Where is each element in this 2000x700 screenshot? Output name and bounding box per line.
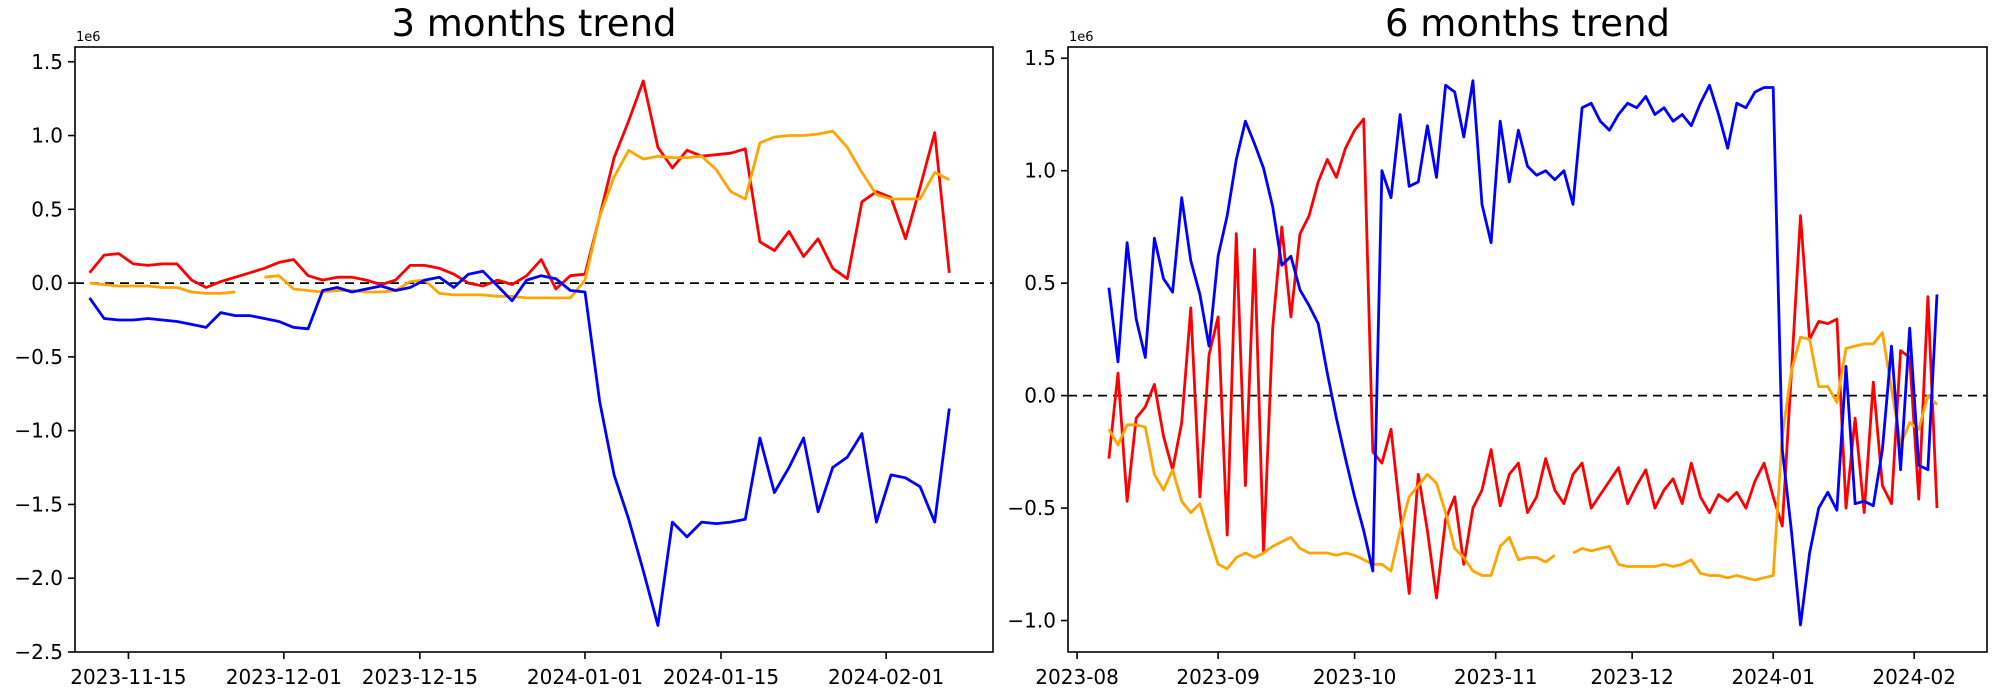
y-tick-label: 0.5 xyxy=(1024,271,1056,295)
series-line-blue xyxy=(1107,79,1939,627)
series-line-orange xyxy=(89,129,950,300)
series-line-red xyxy=(88,79,951,291)
x-tick-label: 2023-11-15 xyxy=(70,665,186,689)
x-tick-label: 2023-12-01 xyxy=(226,665,342,689)
y-tick-label: −2.0 xyxy=(14,566,63,590)
x-tick-label: 2023-09 xyxy=(1176,665,1260,689)
y-tick-label: −0.5 xyxy=(1007,496,1056,520)
plot-area-spines xyxy=(1067,46,1988,653)
y-tick-label: 1.0 xyxy=(31,124,63,148)
chart-title: 6 months trend xyxy=(1384,2,1671,45)
y-tick-label: −2.5 xyxy=(14,640,63,664)
chart-title: 3 months trend xyxy=(391,2,677,45)
series-line-orange xyxy=(1107,331,1938,582)
y-tick-label: 1.5 xyxy=(31,50,63,74)
chart-canvas-6-months: 1.5 1.0 0.5 0.0 −0.5 −1.0 2023-08 2023-09 2023-1… xyxy=(1007,30,1988,689)
y-tick-label: −0.5 xyxy=(14,345,63,369)
x-tick-label: 2023-12-15 xyxy=(362,665,478,689)
chart-3-months-trend: 3 months trend 1.5 1.0 0.5 0.0 −0.5 −1.0 −1.5 −… xyxy=(14,2,994,689)
y-tick-label: 1.5 xyxy=(1024,46,1056,70)
x-tick-label: 2023-10 xyxy=(1313,665,1397,689)
y-tick-label: −1.0 xyxy=(1007,609,1056,633)
y-tick-label: 1.0 xyxy=(1024,159,1056,183)
series-line-blue xyxy=(88,269,951,627)
x-tick-label: 2023-12 xyxy=(1590,665,1674,689)
x-tick-label: 2024-01 xyxy=(1731,665,1815,689)
y-tick-label: −1.5 xyxy=(14,492,63,516)
x-tick-label: 2024-02-01 xyxy=(828,665,944,689)
y-axis-offset-label: 1e6 xyxy=(1069,30,1094,45)
x-tick-label: 2023-08 xyxy=(1035,665,1119,689)
x-tick-label: 2024-02 xyxy=(1872,665,1956,689)
y-tick-label: 0.0 xyxy=(31,271,63,295)
x-tick-label: 2024-01-01 xyxy=(527,665,643,689)
y-tick-label: −1.0 xyxy=(14,419,63,443)
y-axis-offset-label: 1e6 xyxy=(76,30,101,45)
x-tick-label: 2024-01-15 xyxy=(663,665,779,689)
chart-canvas-3-months: 1.5 1.0 0.5 0.0 −0.5 −1.0 −1.5 −2.0 −2.5 2023-11-… xyxy=(14,30,994,689)
series-line-red xyxy=(1107,117,1939,600)
plot-area-spines xyxy=(74,46,994,653)
x-tick-label: 2023-11 xyxy=(1454,665,1538,689)
y-tick-label: 0.5 xyxy=(31,197,63,221)
chart-6-months-trend: 6 months trend 1.5 1.0 0.5 0.0 −0.5 −1.0 2023-… xyxy=(1000,0,2000,700)
y-tick-label: 0.0 xyxy=(1024,384,1056,408)
